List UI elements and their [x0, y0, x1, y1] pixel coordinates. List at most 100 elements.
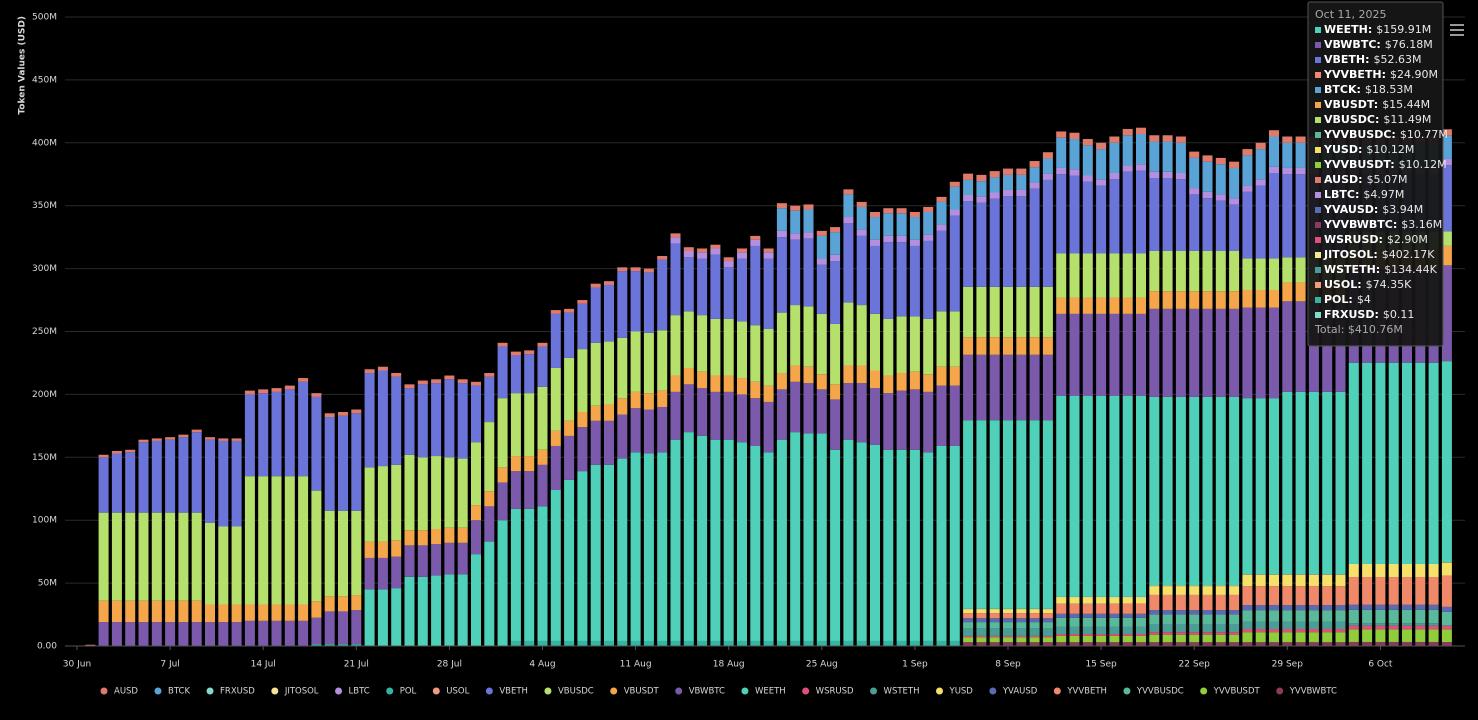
bar-segment [191, 622, 202, 646]
bar-segment [1348, 629, 1359, 642]
bar-segment [1109, 613, 1120, 618]
legend-item[interactable]: LBTC [335, 687, 370, 697]
bar-segment [1295, 391, 1306, 575]
legend-item[interactable]: YVVBWBTC [1276, 687, 1337, 697]
bar-segment [697, 388, 708, 436]
bar-segment [1082, 617, 1093, 627]
bar-segment [1109, 395, 1120, 597]
bar-segment [258, 389, 269, 394]
legend-item[interactable]: YUSD [936, 687, 973, 697]
bar-segment [883, 213, 894, 236]
bar-segment [391, 588, 402, 646]
bar-segment [1215, 614, 1226, 625]
bar-segment [1149, 178, 1160, 251]
legend-item[interactable]: AUSD [100, 687, 139, 697]
bar-segment [657, 390, 668, 407]
bar-segment [1003, 174, 1013, 190]
x-tick-label: 28 Jul [437, 660, 462, 670]
bar-segment [1189, 585, 1200, 587]
bar-segment [630, 271, 641, 332]
bar-segment [1215, 164, 1226, 195]
legend-item[interactable]: POL [386, 687, 417, 697]
bar-segment [1282, 632, 1293, 643]
legend-item[interactable]: YVVBETH [1053, 687, 1107, 697]
legend-item[interactable]: YVAUSD [989, 687, 1038, 697]
legend-item[interactable]: USOL [432, 687, 470, 697]
bar-segment [737, 252, 747, 259]
legend-label: VBETH [499, 687, 528, 697]
tooltip-swatch [1315, 42, 1321, 48]
bar-segment [271, 620, 282, 646]
legend-label: POL [400, 687, 417, 697]
bar-segment [670, 640, 681, 646]
tooltip-value: $3.94M [1382, 203, 1423, 216]
bar-segment [870, 640, 880, 646]
bar-segment [524, 354, 535, 394]
bar-segment [98, 457, 109, 513]
tooltip-value: $15.44M [1382, 98, 1430, 111]
bar-segment [989, 622, 1000, 629]
legend-item[interactable]: VBETH [485, 687, 528, 697]
bar-segment [1295, 632, 1306, 643]
bar-segment [1069, 617, 1080, 627]
menu-icon[interactable] [1450, 24, 1464, 36]
legend-item[interactable]: WEETH [741, 687, 786, 697]
bar-segment [1441, 158, 1452, 166]
bar-segment [963, 179, 974, 196]
bar-segment [1096, 613, 1107, 618]
bar-segment [1202, 624, 1213, 633]
bar-segment [1295, 642, 1306, 646]
bar-segment [1082, 253, 1093, 298]
legend-item[interactable]: FRXUSD [206, 687, 256, 697]
bar-segment [391, 373, 402, 377]
bar-segment [1202, 250, 1213, 292]
bar-segment [1269, 398, 1279, 575]
bar-segment [417, 576, 428, 646]
bar-segment [1215, 642, 1226, 646]
bar-segment [816, 235, 827, 259]
bar-segment [909, 211, 920, 218]
bar-segment [949, 311, 960, 367]
bar-segment [510, 456, 521, 472]
bar-segment [111, 600, 122, 623]
bar-segment [1242, 605, 1253, 611]
tooltip-swatch [1315, 282, 1321, 288]
legend-item[interactable]: YVVBUSDT [1200, 687, 1260, 697]
bar-segment [364, 557, 375, 590]
bar-segment [564, 308, 575, 313]
bar-segment [338, 415, 348, 511]
legend-item[interactable]: JITOSOL [271, 687, 319, 697]
bar-segment [471, 442, 481, 506]
bar-segment [1122, 635, 1133, 643]
legend-item[interactable]: VBUSDC [544, 687, 594, 697]
bar-segment [1189, 624, 1200, 633]
legend-item[interactable]: VBWBTC [675, 687, 725, 697]
bar-segment [976, 286, 987, 338]
bar-segment [1308, 574, 1319, 587]
legend-item[interactable]: YVVBUSDC [1123, 687, 1184, 697]
bar-segment [1149, 642, 1160, 646]
legend-item[interactable]: WSTETH [870, 687, 920, 697]
legend-item[interactable]: WSRUSD [802, 687, 854, 697]
bar-segment [883, 235, 894, 243]
bar-segment [244, 604, 255, 621]
bar-segment [683, 432, 694, 641]
bar-segment [1175, 179, 1186, 251]
bar-segment [1056, 626, 1067, 635]
bar-segment [151, 512, 162, 601]
tooltip-name: VBWBTC: [1324, 38, 1381, 51]
bar-segment [404, 576, 415, 646]
bar-segment [1069, 253, 1080, 298]
bar-segment [444, 379, 455, 458]
bar-segment [1229, 614, 1240, 625]
bar-segment [909, 316, 920, 372]
bar-segment [1069, 139, 1080, 170]
bar-segment [417, 457, 428, 531]
bar-segment [484, 422, 495, 492]
bar-segment [111, 512, 122, 601]
bar-segment [1269, 172, 1279, 259]
bar-segment [524, 640, 535, 646]
tooltip-total: Total: $410.76M [1314, 323, 1403, 336]
legend-item[interactable]: BTCK [154, 687, 190, 697]
legend-item[interactable]: VBUSDT [610, 687, 660, 697]
